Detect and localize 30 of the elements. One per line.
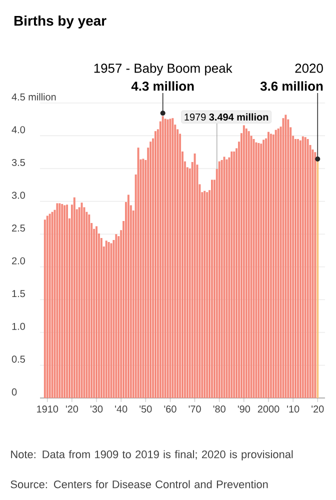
y-tick-label: 0 xyxy=(12,388,17,396)
y-tick-label: 2.0 xyxy=(12,257,25,264)
y-tick-label: 2.5 xyxy=(12,224,25,232)
text: Note: Data from 1909 to 2019 is final; 2020 is provisional xyxy=(11,450,293,460)
x-tick-label: '30 xyxy=(90,406,103,413)
x-tick-label: '10 xyxy=(287,406,300,413)
y-tick-label: 3.5 xyxy=(12,158,25,166)
x-tick-label: '90 xyxy=(238,406,250,413)
x-tick-label: '20 xyxy=(66,406,78,413)
x-tick-label: '60 xyxy=(164,406,176,413)
source-note: Source: Centers for Disease Control and Prevention xyxy=(10,480,268,488)
x-tick-label: '40 xyxy=(115,406,128,413)
y-tick-label: 0.5 xyxy=(12,356,25,363)
x-tick-label: '80 xyxy=(213,406,226,413)
x-tick-label: '50 xyxy=(140,406,152,413)
y-tick-label: 1.0 xyxy=(12,322,25,330)
annotation: 4.3 million xyxy=(131,81,194,91)
chart-title: Births by year xyxy=(14,15,106,28)
x-tick-label: '70 xyxy=(188,406,201,413)
y-tick-label: 4.5 million xyxy=(12,93,56,100)
y-tick-label: 1.5 xyxy=(12,290,25,298)
y-tick-label: 3.0 xyxy=(12,192,25,199)
text: 1957 - Baby Boom peak xyxy=(94,63,232,76)
x-tick-label: '20 xyxy=(312,406,324,413)
annotation: 3.6 million xyxy=(260,81,323,91)
text: 2020 xyxy=(295,64,323,73)
x-tick-label: 2000 xyxy=(258,406,280,413)
annotation: 1979 3.494 million xyxy=(184,113,268,121)
x-tick-label: 1910 xyxy=(37,406,58,413)
y-tick-label: 4.0 xyxy=(12,126,25,134)
